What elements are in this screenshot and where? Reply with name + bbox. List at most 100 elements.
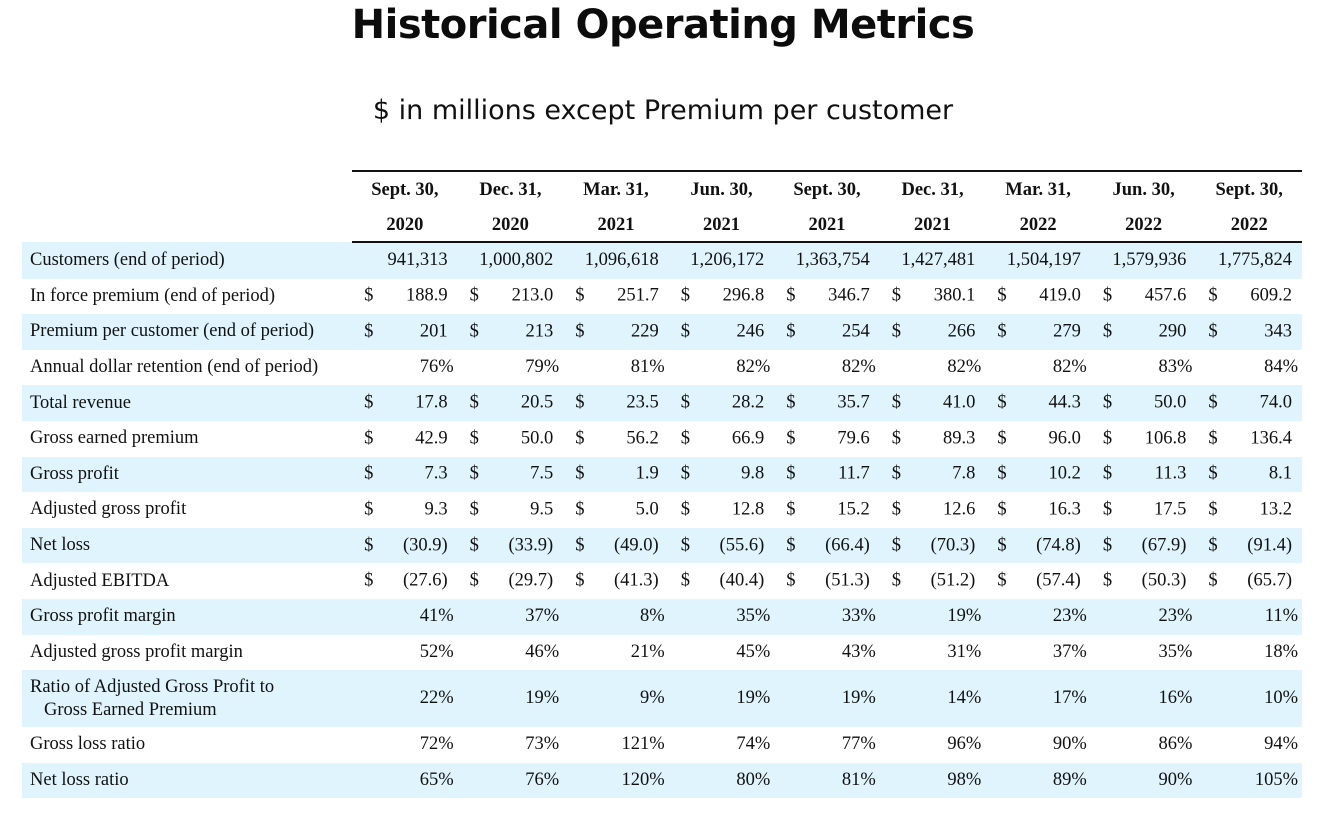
cell-value: (41.3) xyxy=(614,570,659,591)
currency-symbol: $ xyxy=(469,285,479,306)
table-cell: 11% xyxy=(1196,598,1302,635)
cell-value: 56.2 xyxy=(626,428,659,449)
table-cell: $213 xyxy=(457,314,564,350)
table-cell: $609.2 xyxy=(1196,279,1302,315)
table-cell: 23% xyxy=(1090,598,1197,635)
table-cell: 80% xyxy=(668,762,775,799)
row-label: Adjusted EBITDA xyxy=(22,563,352,599)
currency-symbol: $ xyxy=(364,392,374,413)
table-cell: $254 xyxy=(774,314,880,350)
row-label-text: Gross profit margin xyxy=(30,606,176,627)
row-label-text: Ratio of Adjusted Gross Profit to xyxy=(30,676,275,697)
row-label-text-continued: Gross Earned Premium xyxy=(44,699,217,720)
row-label-text: Annual dollar retention (end of period) xyxy=(30,357,319,378)
cell-value: (33.9) xyxy=(508,535,554,556)
table-cell: 76% xyxy=(457,762,564,799)
row-label: Gross loss ratio xyxy=(22,727,352,763)
table-cell: 105% xyxy=(1196,762,1302,799)
currency-symbol: $ xyxy=(575,285,585,306)
table-cell: 19% xyxy=(879,598,986,635)
cell-value: 50.0 xyxy=(1154,392,1187,413)
table-cell: $343 xyxy=(1196,314,1302,350)
currency-symbol: $ xyxy=(891,392,902,413)
cell-value: 213.0 xyxy=(511,285,554,306)
table-cell: $ (50.3) xyxy=(1091,563,1197,599)
table-cell: 77% xyxy=(841,734,876,755)
table-cell: $9.8 xyxy=(668,456,775,493)
currency-symbol: $ xyxy=(364,321,374,342)
table-cell: 46% xyxy=(525,641,560,662)
cell-value: 7.8 xyxy=(952,463,976,484)
table-cell: 72% xyxy=(419,734,454,755)
cell-value: 10.2 xyxy=(1048,463,1081,484)
table-cell: $279 xyxy=(985,314,1091,350)
table-cell: $12.6 xyxy=(880,492,986,528)
period-month-header: Jun. 30, xyxy=(668,170,775,209)
table-header: Sept. 30, Dec. 31, Mar. 31, Jun. 30, Sept. 3… xyxy=(22,170,1302,243)
cell-value: (40.4) xyxy=(719,570,765,591)
table-row: Ratio of Adjusted Gross Profit to Gross E… xyxy=(22,670,1302,728)
cell-value: 13.2 xyxy=(1259,499,1292,520)
currency-symbol: $ xyxy=(891,499,902,520)
table-cell: 121% xyxy=(621,734,665,755)
currency-symbol: $ xyxy=(469,499,479,520)
cell-value: 254 xyxy=(842,321,870,342)
table-row: Customers (end of period) 941,313 1,000,80… xyxy=(22,242,1302,279)
table-row: Gross profit $7.3 $7.5 $1.9 $9.8 $11.7 $7.8 $10… xyxy=(22,456,1302,493)
table-cell: $96.0 xyxy=(985,421,1091,457)
table-cell: 1,000,802 xyxy=(457,242,564,279)
cell-value: 609.2 xyxy=(1250,285,1292,306)
currency-symbol: $ xyxy=(469,463,479,484)
table-cell: 120% xyxy=(563,762,669,799)
period-year-header: 2022 xyxy=(1090,209,1197,243)
currency-symbol: $ xyxy=(1102,321,1113,342)
currency-symbol: $ xyxy=(364,285,374,306)
row-label-text: Gross loss ratio xyxy=(30,734,146,755)
table-cell: $15.2 xyxy=(774,492,880,528)
table-cell: $380.1 xyxy=(880,279,986,315)
cell-value: 89.3 xyxy=(942,428,976,449)
cell-value: 79.6 xyxy=(837,428,870,449)
currency-symbol: $ xyxy=(364,499,374,520)
table-row: Gross profit margin 41% 37% 8% 35% 33% 19% 23% 2… xyxy=(22,598,1302,635)
currency-symbol: $ xyxy=(680,499,690,520)
period-year-header: 2020 xyxy=(352,209,458,243)
table-cell: $346.7 xyxy=(774,279,880,315)
row-label: Ratio of Adjusted Gross Profit to Gross E… xyxy=(22,670,353,728)
currency-symbol: $ xyxy=(469,535,479,556)
table-cell: 65% xyxy=(352,762,458,799)
currency-symbol: $ xyxy=(786,392,796,413)
row-label-text: Customers (end of period) xyxy=(30,249,225,270)
currency-symbol: $ xyxy=(469,428,479,449)
currency-symbol: $ xyxy=(891,535,902,556)
cell-value: 35.7 xyxy=(837,392,870,413)
currency-symbol: $ xyxy=(680,463,690,484)
cell-value: 346.7 xyxy=(828,285,870,306)
cell-value: 66.9 xyxy=(731,428,765,449)
period-year-header: 2022 xyxy=(1196,209,1302,243)
currency-symbol: $ xyxy=(364,428,374,449)
currency-symbol: $ xyxy=(1208,285,1218,306)
table-cell: 941,313 xyxy=(352,242,458,279)
currency-symbol: $ xyxy=(786,499,796,520)
currency-symbol: $ xyxy=(469,392,479,413)
table-cell: $41.0 xyxy=(879,385,986,421)
table-cell: $42.9 xyxy=(352,421,458,457)
currency-symbol: $ xyxy=(1102,428,1113,449)
currency-symbol: $ xyxy=(469,570,479,591)
currency-symbol: $ xyxy=(1102,392,1113,413)
table-cell: 82% xyxy=(1052,357,1087,378)
cell-value: (55.6) xyxy=(719,535,765,556)
header-corner xyxy=(22,209,352,242)
table-cell: $23.5 xyxy=(563,385,669,421)
table-row: In force premium (end of period) $188.9 $2… xyxy=(22,279,1302,315)
row-label-text: Net loss xyxy=(30,535,91,556)
table-cell: 35% xyxy=(668,598,775,635)
currency-symbol: $ xyxy=(1208,535,1218,556)
cell-value: 42.9 xyxy=(415,428,448,449)
row-label: In force premium (end of period) xyxy=(22,279,352,315)
table-cell: 10% xyxy=(1196,670,1302,728)
table-cell: $66.9 xyxy=(669,421,775,457)
cell-value: 17.8 xyxy=(415,392,448,413)
cell-value: 20.5 xyxy=(520,392,554,413)
